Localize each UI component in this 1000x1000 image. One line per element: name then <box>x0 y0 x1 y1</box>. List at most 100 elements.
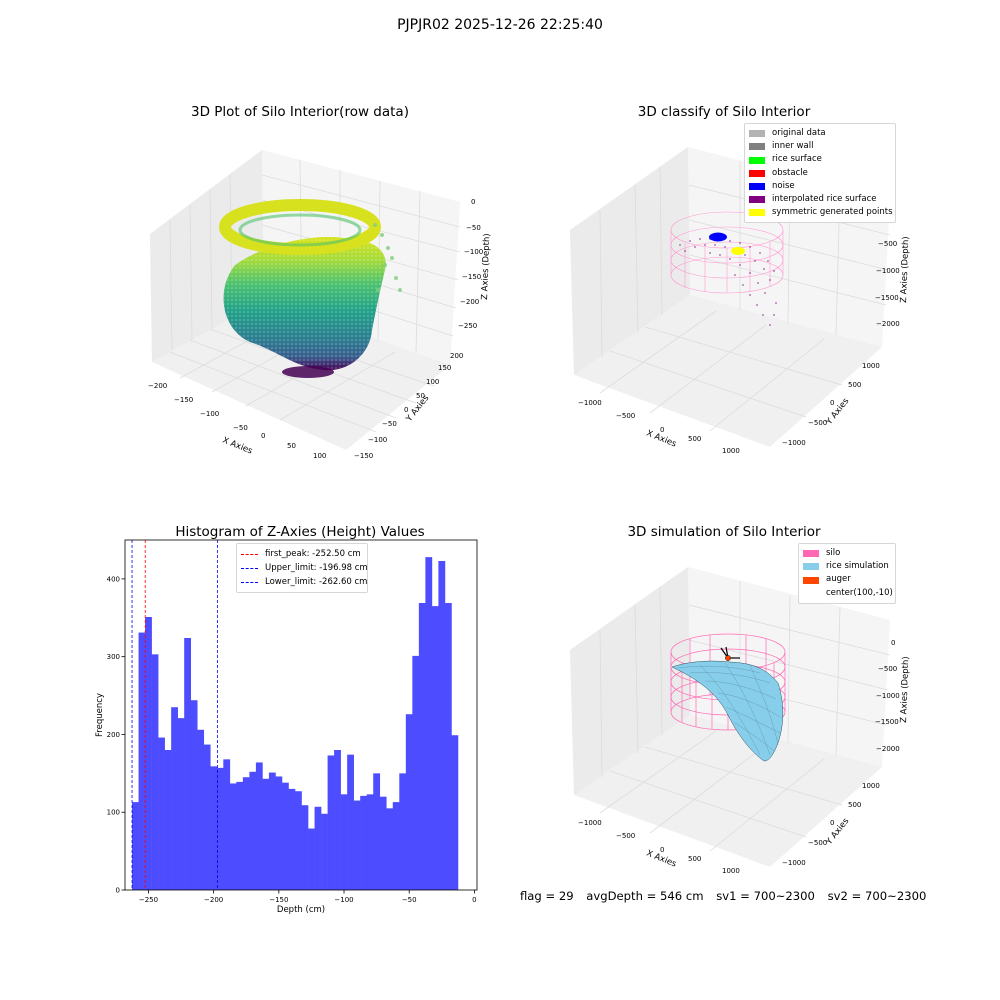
classify-ytick: 500 <box>848 381 861 389</box>
status-flag: flag = 29 <box>520 889 574 903</box>
histogram-bar <box>242 777 250 890</box>
histogram-bar <box>444 603 452 890</box>
simulation-xtick: −1000 <box>578 819 602 827</box>
legend-item: original data <box>749 127 891 140</box>
histogram-xtick-label: −250 <box>139 896 158 904</box>
histogram-bar <box>281 782 289 890</box>
histogram-bar <box>184 638 192 890</box>
legend-item: rice surface <box>749 153 891 166</box>
classify-legend: original data inner wall rice surface ob… <box>744 123 896 224</box>
raw-ytick: −150 <box>354 452 373 460</box>
simulation-ztick: −1500 <box>875 718 899 726</box>
histogram-xlabel: Depth (cm) <box>277 905 325 915</box>
histogram-reference-lines <box>131 540 218 890</box>
histogram-xtick-label: 0 <box>472 896 476 904</box>
raw-zlabel: Z Axies (Depth) <box>480 233 492 300</box>
histogram-xtick-label: −50 <box>402 896 417 904</box>
figure-title: PJPJR02 2025-12-26 22:25:40 <box>397 17 603 33</box>
classify-3d-plot[interactable]: −1000 −500 0 500 1000 1000 500 0 −500 −1… <box>560 135 910 460</box>
raw-xtick: 50 <box>287 442 296 450</box>
histogram-bar <box>171 707 178 890</box>
classify-ztick: −1500 <box>875 294 899 302</box>
simulation-xtick: 1000 <box>722 867 740 875</box>
histogram-bars <box>132 557 459 890</box>
simulation-3d-plot[interactable]: −1000 −500 0 500 1000 1000 500 0 −500 −1… <box>560 555 910 880</box>
histogram-bar <box>379 796 387 890</box>
raw-ztick: 0 <box>471 198 475 206</box>
histogram-legend: first_peak: -252.50 cm Upper_limit: -196… <box>236 543 368 593</box>
simulation-ztick: 0 <box>891 639 895 647</box>
histogram-xtick-label: −200 <box>204 896 223 904</box>
legend-item: inner wall <box>749 140 891 153</box>
legend-swatch <box>749 130 765 138</box>
histogram-bar <box>386 808 394 890</box>
classify-xtick: −1000 <box>578 399 602 407</box>
raw-ztick: −250 <box>458 322 477 330</box>
histogram-bar <box>262 778 270 890</box>
histogram-bar <box>190 700 198 890</box>
simulation-xtick: 500 <box>688 855 701 863</box>
simulation-zlabel: Z Axies (Depth) <box>899 656 910 723</box>
raw-ytick: −100 <box>368 436 387 444</box>
legend-swatch <box>749 156 765 164</box>
classify-xtick: 0 <box>660 426 664 434</box>
legend-swatch <box>749 209 765 217</box>
raw-ytick: 0 <box>404 406 408 414</box>
simulation-xtick: −500 <box>616 832 635 840</box>
simulation-ytick: 1000 <box>862 782 880 790</box>
histogram-bar <box>366 794 374 890</box>
legend-swatch <box>803 550 819 558</box>
legend-swatch <box>803 576 819 584</box>
histogram-bar <box>236 781 244 890</box>
histogram-bar <box>399 773 407 890</box>
classify-noise-cluster <box>709 232 727 242</box>
histogram-bar <box>216 767 224 890</box>
status-line: flag = 29 avgDepth = 546 cm sv1 = 700~23… <box>520 889 935 903</box>
legend-item: noise <box>749 180 891 193</box>
legend-swatch <box>749 169 765 177</box>
histogram-bar <box>132 802 139 890</box>
simulation-legend: silo rice simulation auger center(100,-1… <box>798 543 896 604</box>
legend-swatch <box>803 563 819 571</box>
simulation-ytick: 500 <box>848 801 861 809</box>
histogram-xtick-label: −150 <box>269 896 288 904</box>
classify-ztick: −1000 <box>876 267 900 275</box>
raw-ytick: 100 <box>426 378 439 386</box>
raw-ztick: −150 <box>462 273 481 281</box>
histogram-bar <box>327 755 335 890</box>
raw-ytick: 50 <box>416 392 425 400</box>
histogram-ylabel: Frequency <box>95 693 105 737</box>
histogram-bar <box>308 828 315 890</box>
histogram-bar <box>373 773 381 890</box>
legend-item: auger <box>803 573 891 586</box>
simulation-plot-title: 3D simulation of Silo Interior <box>627 524 821 540</box>
histogram-bar <box>177 718 185 890</box>
histogram-bar <box>451 735 459 890</box>
histogram-frame <box>124 539 478 891</box>
histogram-bar <box>412 655 420 890</box>
legend-item: rice simulation <box>803 560 891 573</box>
raw-3d-plot[interactable]: −200 −150 −100 −50 0 50 100 200 150 100 … <box>130 130 500 460</box>
simulation-ytick: −1000 <box>782 859 806 867</box>
simulation-ztick: −500 <box>878 665 897 673</box>
histogram-ytick-label: 0 <box>116 887 120 895</box>
simulation-rice-surface <box>671 660 784 762</box>
classify-ytick: −1000 <box>782 439 806 447</box>
raw-xtick: −50 <box>233 424 248 432</box>
legend-swatch <box>241 553 258 555</box>
histogram-bar <box>353 800 361 890</box>
histogram-ytick-label: 200 <box>107 731 120 739</box>
histogram-bar <box>321 813 328 890</box>
raw-xtick: 100 <box>313 452 326 460</box>
legend-item: Lower_limit: -262.60 cm <box>241 575 367 589</box>
classify-xtick: 500 <box>688 435 701 443</box>
histogram-title: Histogram of Z-Axies (Height) Values <box>175 524 425 540</box>
histogram-ytick-label: 100 <box>107 809 120 817</box>
histogram-bar <box>340 794 348 890</box>
raw-xtick: −200 <box>148 382 167 390</box>
status-avg-depth: avgDepth = 546 cm <box>586 889 704 903</box>
histogram-chart[interactable]: −250 −200 −150 −100 −50 0 0 100 200 300 400 Depth… <box>80 530 500 920</box>
simulation-ytick: −500 <box>808 839 827 847</box>
classify-xtick: −500 <box>616 412 635 420</box>
histogram-bar <box>223 759 231 890</box>
